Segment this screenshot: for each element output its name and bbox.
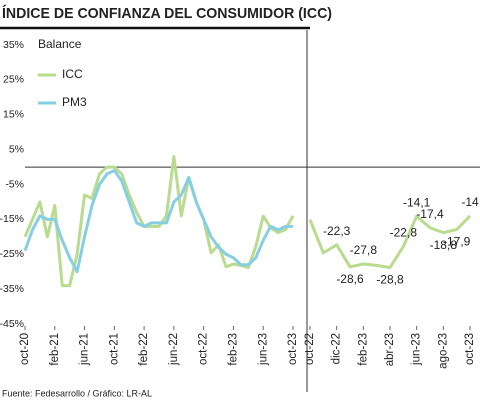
x-tick-label: oct-23 [287, 333, 299, 365]
data-label: -22,8 [390, 226, 418, 240]
series-line [308, 214, 472, 270]
y-tick-label: 25% [3, 74, 24, 86]
y-tick-label: 35% [3, 39, 24, 51]
data-label: -14,1 [403, 195, 431, 209]
data-label: -27,8 [350, 243, 378, 257]
y-tick-label: -5% [5, 178, 24, 190]
y-tick-label: 15% [3, 109, 24, 121]
y-tick-label: -15% [0, 213, 24, 225]
x-tick-label: oct-22 [304, 333, 316, 365]
x-tick-label: oct-23 [464, 333, 476, 365]
x-tick-label: jun-21 [79, 333, 91, 366]
x-tick-label: feb-21 [49, 333, 61, 366]
y-tick-label: -35% [0, 283, 24, 295]
x-tick-label: dic-22 [331, 333, 343, 364]
y-axis-label: Balance [38, 37, 82, 51]
data-label: -28,8 [376, 273, 404, 287]
data-label: -18,8 [430, 238, 458, 252]
source: Fuente: Fedesarrollo / Gráfico: LR-AL [2, 388, 152, 398]
x-tick-label: feb-23 [357, 333, 369, 366]
x-tick-label: feb-22 [138, 333, 150, 366]
x-tick-label: oct-22 [198, 333, 210, 365]
data-label: -17,9 [443, 235, 471, 249]
x-tick-label: oct-21 [108, 333, 120, 365]
data-label: -14 [461, 195, 479, 209]
y-tick-label: 5% [9, 143, 24, 155]
x-tick-label: oct-20 [19, 333, 31, 365]
x-tick-label: jun-22 [168, 333, 180, 366]
series-line [23, 169, 293, 274]
data-label: -22,3 [323, 224, 351, 238]
chart-title: ÍNDICE DE CONFIANZA DEL CONSUMIDOR (ICC) [2, 5, 332, 22]
y-tick-label: -45% [0, 318, 24, 330]
x-tick-label: ago-23 [437, 333, 449, 369]
legend-label: PM3 [62, 95, 87, 109]
data-label: -17,4 [416, 207, 444, 221]
x-tick-label: feb-23 [227, 333, 239, 366]
x-tick-label: jun-23 [411, 333, 423, 366]
x-tick-label: abr-23 [384, 333, 396, 366]
x-tick-label: jun-23 [257, 333, 269, 366]
y-tick-label: -25% [0, 248, 24, 260]
legend-label: ICC [62, 67, 83, 81]
series-line [23, 155, 295, 288]
data-label: -28,6 [336, 272, 364, 286]
